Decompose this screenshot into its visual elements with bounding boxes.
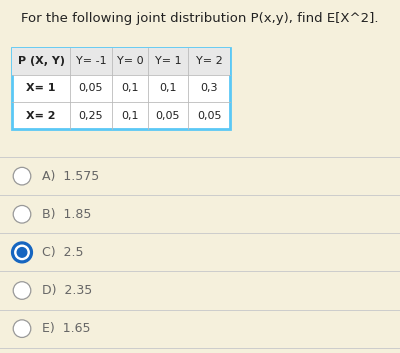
Text: E)  1.65: E) 1.65 (42, 322, 90, 335)
Text: 0,1: 0,1 (121, 83, 139, 94)
Text: P (X, Y): P (X, Y) (18, 56, 64, 66)
Text: For the following joint distribution P(x,y), find E[X^2].: For the following joint distribution P(x… (21, 12, 379, 25)
Text: X= 1: X= 1 (26, 83, 56, 94)
Ellipse shape (12, 242, 32, 263)
Text: 0,1: 0,1 (159, 83, 177, 94)
Text: 0,3: 0,3 (200, 83, 218, 94)
Text: 0,05: 0,05 (197, 110, 221, 121)
Ellipse shape (13, 205, 31, 223)
Text: D)  2.35: D) 2.35 (42, 284, 92, 297)
Ellipse shape (17, 247, 27, 257)
Text: Y= 1: Y= 1 (155, 56, 181, 66)
Text: C)  2.5: C) 2.5 (42, 246, 84, 259)
Ellipse shape (13, 167, 31, 185)
Ellipse shape (13, 282, 31, 299)
Text: 0,25: 0,25 (79, 110, 103, 121)
Text: B)  1.85: B) 1.85 (42, 208, 91, 221)
Text: Y= 0: Y= 0 (117, 56, 143, 66)
Text: A)  1.575: A) 1.575 (42, 170, 99, 183)
Ellipse shape (15, 245, 29, 259)
Text: 0,05: 0,05 (79, 83, 103, 94)
Text: 0,05: 0,05 (156, 110, 180, 121)
Text: 0,1: 0,1 (121, 110, 139, 121)
FancyBboxPatch shape (12, 48, 230, 75)
Text: X= 2: X= 2 (26, 110, 56, 121)
Text: Y= 2: Y= 2 (196, 56, 222, 66)
FancyBboxPatch shape (12, 48, 230, 129)
Text: Y= -1: Y= -1 (76, 56, 106, 66)
Ellipse shape (13, 320, 31, 337)
